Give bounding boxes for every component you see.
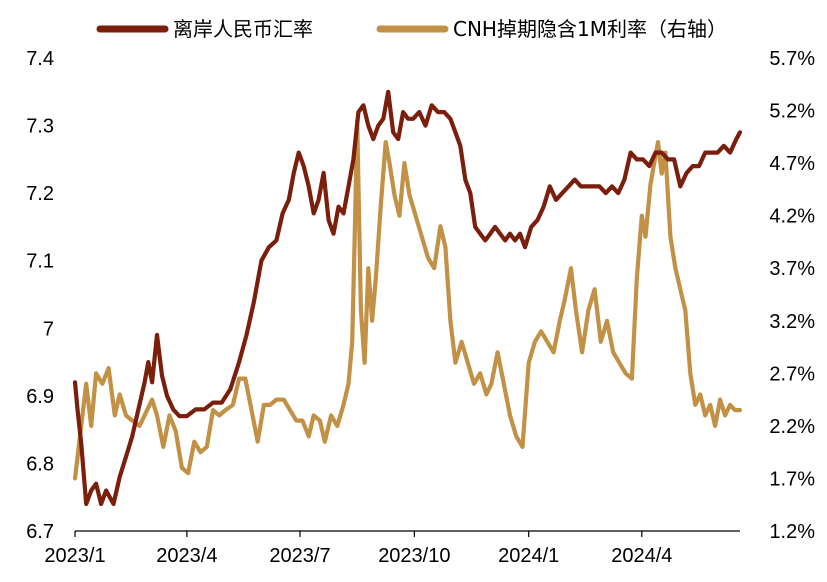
- y-right-tick-label: 3.7%: [769, 258, 815, 280]
- axes: 2023/1 2023/4 2023/7 2023/10 2024/1 2024/4 6.7…: [26, 48, 815, 567]
- y-left-tick-label: 6.9: [26, 386, 54, 408]
- y-right-tick-label: 3.2%: [769, 311, 815, 333]
- y-right-tick-label: 1.7%: [769, 468, 815, 490]
- x-tick-label: 2023/10: [378, 545, 450, 567]
- y-right-tick-label: 4.2%: [769, 206, 815, 228]
- y-right-tick-label: 2.2%: [769, 416, 815, 438]
- y-left-tick-label: 7.1: [26, 251, 54, 273]
- y-right-tick-label: 1.2%: [769, 521, 815, 543]
- y-right-tick-label: 4.7%: [769, 153, 815, 175]
- y-left-tick-label: 7.4: [26, 48, 54, 70]
- x-tick-label: 2024/1: [498, 545, 559, 567]
- y-left-tick-label: 6.8: [26, 453, 54, 475]
- x-tick-label: 2023/1: [44, 545, 105, 567]
- legend-entry-swap-rate: CNH掉期隐含1M利率（右轴）: [376, 17, 727, 41]
- y-left-tick-label: 6.7: [26, 521, 54, 543]
- y-right-tick-label: 5.7%: [769, 48, 815, 70]
- x-tick-label: 2023/4: [156, 545, 217, 567]
- legend: 离岸人民币汇率 CNH掉期隐含1M利率（右轴）: [96, 17, 727, 41]
- x-tick-label: 2024/4: [611, 545, 672, 567]
- y-right-tick-label: 2.7%: [769, 363, 815, 385]
- legend-label-swap-rate: CNH掉期隐含1M利率（右轴）: [453, 17, 727, 41]
- series-line-cnh-rate: [72, 89, 743, 507]
- y-left-tick-label: 7: [43, 318, 54, 340]
- series-layer: [72, 89, 743, 507]
- legend-label-cnh-rate: 离岸人民币汇率: [173, 17, 313, 41]
- y-left-tick-label: 7.3: [26, 116, 54, 138]
- x-tick-label: 2023/7: [269, 545, 330, 567]
- series-line-swap-rate: [72, 119, 743, 481]
- y-left-tick-label: 7.2: [26, 183, 54, 205]
- y-right-tick-label: 5.2%: [769, 101, 815, 123]
- legend-entry-cnh-rate: 离岸人民币汇率: [96, 17, 313, 41]
